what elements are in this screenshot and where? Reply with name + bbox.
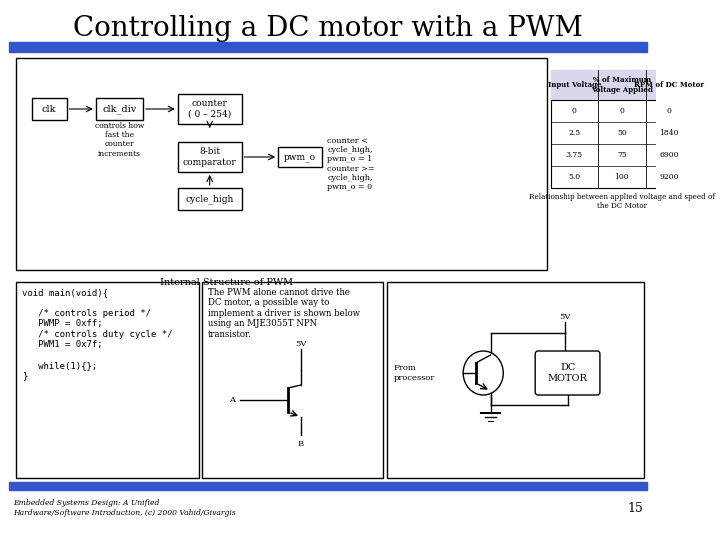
Text: 3.75: 3.75 [566, 151, 583, 159]
Text: 8-bit
comparator: 8-bit comparator [183, 147, 237, 167]
Bar [178, 188, 242, 210]
Text: Relationship between applied voltage and speed of
the DC Motor: Relationship between applied voltage and… [528, 193, 715, 210]
Bar [32, 98, 66, 120]
Text: 6900: 6900 [660, 151, 679, 159]
Text: 0: 0 [572, 107, 577, 115]
Text: controls how
fast the
counter
increments: controls how fast the counter increments [95, 122, 144, 158]
Text: 0: 0 [667, 107, 672, 115]
Text: A: A [229, 396, 235, 404]
Text: 5.0: 5.0 [568, 173, 580, 181]
Text: Input Voltage: Input Voltage [548, 81, 601, 89]
Bar [9, 42, 647, 52]
Text: Internal Structure of PWM: Internal Structure of PWM [161, 278, 294, 287]
Text: 15: 15 [628, 502, 644, 515]
Text: DC
MOTOR: DC MOTOR [548, 363, 588, 383]
Text: 75: 75 [617, 151, 626, 159]
Text: % of Maximum
Voltage Applied: % of Maximum Voltage Applied [591, 76, 653, 93]
Text: pwm_o: pwm_o [284, 152, 316, 161]
Bar [278, 147, 322, 167]
Text: 50: 50 [617, 129, 626, 137]
FancyBboxPatch shape [535, 351, 600, 395]
Text: cycle_high: cycle_high [186, 194, 234, 204]
Text: 1840: 1840 [660, 129, 679, 137]
Text: counter
( 0 – 254): counter ( 0 – 254) [188, 99, 231, 119]
Text: 5V: 5V [559, 313, 571, 321]
Bar [178, 94, 242, 124]
Text: From
processor: From processor [394, 364, 436, 382]
Bar [17, 58, 547, 270]
Bar [9, 482, 647, 490]
Text: counter <
cycle_high,
pwm_o = 1
counter >=
cycle_high,
pwm_o = 0: counter < cycle_high, pwm_o = 1 counter … [328, 137, 375, 191]
Text: 5V: 5V [295, 340, 307, 348]
Bar [96, 98, 143, 120]
Bar [202, 282, 383, 478]
Text: clk_div: clk_div [102, 104, 137, 114]
Text: Embedded Systems Design: A Unified
Hardware/Software Introduction, (c) 2000 Vahi: Embedded Systems Design: A Unified Hardw… [13, 500, 235, 517]
Text: void main(void){

   /* controls period */
   PWMP = 0xff;
   /* controls duty c: void main(void){ /* controls period */ P… [22, 288, 172, 380]
Bar [387, 282, 644, 478]
Bar [17, 282, 199, 478]
Text: RPM of DC Motor: RPM of DC Motor [634, 81, 704, 89]
Text: Controlling a DC motor with a PWM: Controlling a DC motor with a PWM [73, 15, 583, 42]
Circle shape [463, 351, 503, 395]
Bar [551, 70, 693, 188]
Text: clk: clk [42, 105, 56, 113]
Text: B: B [298, 440, 304, 448]
Text: The PWM alone cannot drive the
DC motor, a possible way to
implement a driver is: The PWM alone cannot drive the DC motor,… [208, 288, 360, 339]
Text: 2.5: 2.5 [568, 129, 580, 137]
Text: 100: 100 [614, 173, 629, 181]
Text: 9200: 9200 [660, 173, 679, 181]
Text: 0: 0 [619, 107, 624, 115]
Bar [178, 142, 242, 172]
Bar [551, 70, 693, 100]
